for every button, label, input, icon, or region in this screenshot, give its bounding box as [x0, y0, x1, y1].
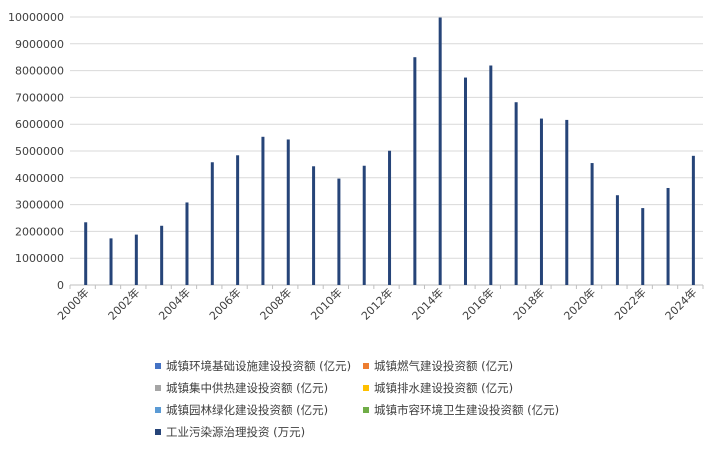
bar [514, 102, 518, 285]
legend-item: 城镇燃气建设投资额 (亿元) [363, 359, 513, 373]
bar [134, 234, 138, 285]
y-axis-tick-labels: 0 1000000 2000000 3000000 4000000 5000000 6000… [8, 11, 64, 292]
bar [615, 195, 619, 285]
bar [565, 119, 569, 285]
legend-item: 城镇园林绿化建设投资额 (亿元) [155, 403, 328, 417]
bar [109, 238, 113, 285]
bar [84, 222, 88, 285]
legend-swatch [363, 384, 369, 391]
legend-item: 城镇集中供热建设投资额 (亿元) [155, 381, 328, 395]
y-tick-label: 6000000 [15, 118, 64, 131]
legend-label: 城镇环境基础设施建设投资额 (亿元) [166, 359, 352, 373]
x-tick-label: 2014年 [409, 285, 446, 322]
legend-label: 城镇园林绿化建设投资额 (亿元) [166, 403, 329, 417]
y-tick-label: 1000000 [15, 252, 64, 265]
bars [84, 17, 695, 286]
x-tick-label: 2006年 [206, 285, 243, 322]
x-tick-label: 2022年 [611, 285, 648, 322]
x-tick-label: 2010年 [308, 285, 345, 322]
legend-swatch [155, 406, 161, 413]
legend-label: 工业污染源治理投资 (万元) [166, 425, 306, 439]
gridlines [69, 16, 704, 289]
bar [185, 202, 189, 285]
y-tick-label: 0 [57, 279, 64, 292]
x-tick-label: 2024年 [662, 285, 699, 322]
bar [388, 150, 392, 285]
y-tick-label: 3000000 [15, 199, 64, 212]
x-tick-label: 2016年 [459, 285, 496, 322]
bar [539, 118, 543, 286]
legend-label: 城镇市容环境卫生建设投资额 (亿元) [374, 403, 560, 417]
x-tick-label: 2018年 [510, 285, 547, 322]
legend-label: 城镇燃气建设投资额 (亿元) [374, 359, 514, 373]
bar [666, 187, 670, 285]
legend-swatch [155, 428, 161, 435]
bar [691, 155, 695, 285]
y-tick-label: 10000000 [8, 11, 64, 24]
bar [362, 165, 366, 285]
y-tick-label: 8000000 [15, 65, 64, 78]
y-tick-label: 2000000 [15, 225, 64, 238]
bar [160, 225, 164, 285]
x-tick-label: 2002年 [105, 285, 142, 322]
y-tick-label: 7000000 [15, 91, 64, 104]
bar [641, 208, 645, 285]
legend-swatch [363, 406, 369, 413]
legend-label: 城镇集中供热建设投资额 (亿元) [166, 381, 329, 395]
bar [312, 166, 316, 285]
y-tick-label: 4000000 [15, 172, 64, 185]
bar [489, 65, 493, 286]
x-tick-label: 2008年 [257, 285, 294, 322]
bar [413, 57, 417, 286]
legend-item: 工业污染源治理投资 (万元) [155, 425, 305, 439]
x-axis-tick-labels: 2000年 2002年 2004年 2006年 2008年 2010年 2012年 2014年… [54, 285, 699, 322]
bar [210, 162, 214, 285]
legend-item: 城镇排水建设投资额 (亿元) [363, 381, 513, 395]
x-tick-label: 2004年 [156, 285, 193, 322]
legend-item: 城镇环境基础设施建设投资额 (亿元) [155, 359, 351, 373]
legend-item: 城镇市容环境卫生建设投资额 (亿元) [363, 403, 559, 417]
bar [463, 77, 467, 286]
legend-swatch [155, 362, 161, 369]
legend-swatch [363, 362, 369, 369]
bar [236, 155, 240, 285]
bar [590, 163, 594, 285]
legend-label: 城镇排水建设投资额 (亿元) [374, 381, 514, 395]
legend-swatch [155, 384, 161, 391]
x-tick-label: 2012年 [358, 285, 395, 322]
x-tick-label: 2020年 [561, 285, 598, 322]
bar [438, 17, 442, 285]
y-tick-label: 9000000 [15, 38, 64, 51]
bar [337, 178, 341, 285]
bar [286, 139, 290, 285]
bar [261, 136, 265, 285]
y-tick-label: 5000000 [15, 145, 64, 158]
